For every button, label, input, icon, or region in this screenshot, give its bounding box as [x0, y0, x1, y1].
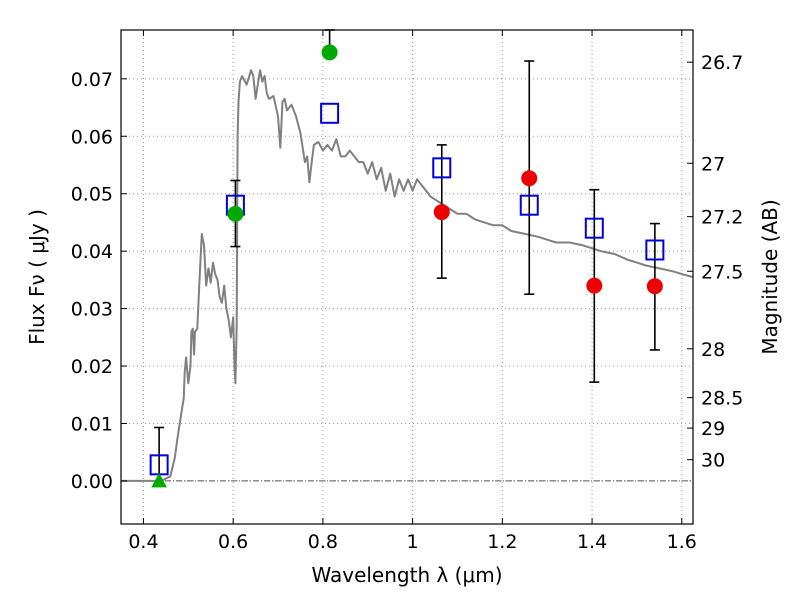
- x-tick-label: 0.6: [218, 531, 248, 553]
- y2-axis-title: Magnitude (AB): [758, 199, 782, 354]
- model-photometry-point: [584, 217, 604, 239]
- sed-model-line: [121, 69, 693, 482]
- x-tick-label: 1.2: [487, 531, 517, 553]
- y-tick-label: 0.04: [71, 241, 113, 263]
- observed-point: [521, 170, 538, 187]
- x-tick-label: 1.6: [667, 531, 697, 553]
- y2-tick-label: 28.5: [701, 388, 743, 410]
- y2-tick-label: 28: [701, 339, 725, 361]
- y-tick-label: 0.00: [71, 471, 113, 493]
- y-axis-title: Flux Fν ( μJy ): [25, 209, 49, 345]
- model-photometry-point: [645, 239, 665, 261]
- y-tick-label: 0.07: [71, 69, 113, 91]
- y2-tick-label: 30: [701, 450, 725, 472]
- x-tick-label: 0.4: [128, 531, 158, 553]
- y-tick-label: 0.03: [71, 299, 113, 321]
- observed-point: [646, 278, 663, 295]
- x-tick-label: 0.8: [308, 531, 338, 553]
- y-tick-label: 0.05: [71, 184, 113, 206]
- observed-point: [321, 44, 338, 61]
- model-photometry-point: [320, 102, 340, 124]
- y-tick-label: 0.02: [71, 356, 113, 378]
- y2-tick-label: 27: [701, 153, 725, 175]
- plot-area: [121, 69, 693, 482]
- y2-tick-label: 27.2: [701, 207, 743, 229]
- x-tick-label: 1.4: [577, 531, 607, 553]
- ticks: 0.4 0.6 0.8 1 1.2 1.4 1.6 0.00 0.01 0.02 0.03 0.04 0…: [71, 30, 743, 553]
- observed-point: [433, 204, 450, 221]
- y2-tick-label: 27.5: [701, 261, 743, 283]
- observed-point: [586, 277, 603, 294]
- x-axis-title: Wavelength λ (μm): [311, 563, 502, 587]
- observed-point: [227, 205, 244, 222]
- upper-limit-marker: [151, 472, 167, 488]
- x-tick-label: 1: [407, 531, 419, 553]
- plot-frame: [120, 29, 694, 525]
- y2-tick-label: 29: [701, 418, 725, 440]
- y-tick-label: 0.01: [71, 413, 113, 435]
- model-photometry-point: [519, 194, 539, 216]
- y2-tick-label: 26.7: [701, 52, 743, 74]
- y-tick-label: 0.06: [71, 126, 113, 148]
- markers: [149, 29, 665, 488]
- model-photometry-point: [432, 157, 452, 179]
